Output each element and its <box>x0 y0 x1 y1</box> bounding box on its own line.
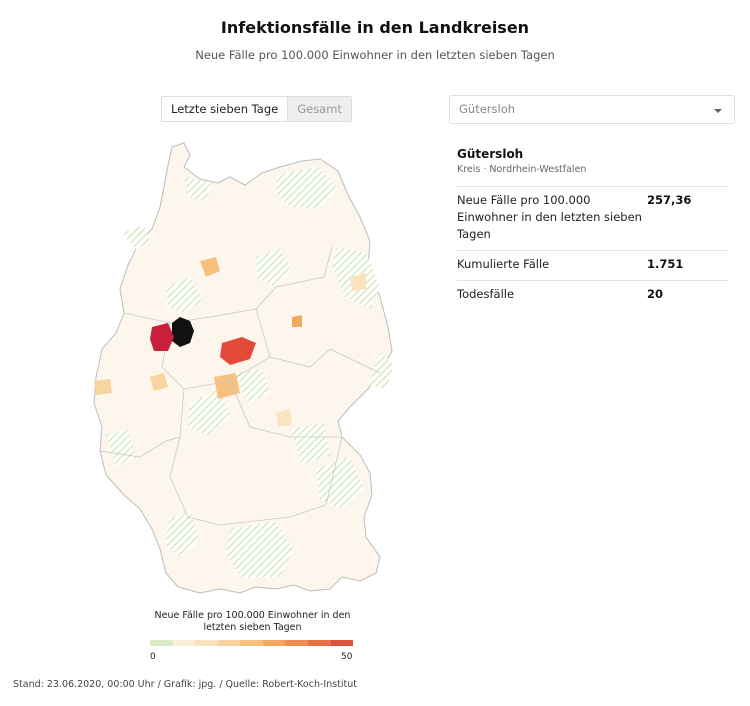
toggle-last-seven-days[interactable]: Letzte sieben Tage <box>162 97 288 121</box>
hatch-region-thuringia <box>234 369 270 403</box>
state-borders <box>99 246 381 526</box>
page-subtitle: Neue Fälle pro 100.000 Einwohner in den … <box>195 48 555 62</box>
legend-max-label: 50 <box>341 652 353 662</box>
district-stats-table: Neue Fälle pro 100.000 Einwohner in den … <box>457 186 729 310</box>
district-orange-1 <box>200 257 220 277</box>
district-orange-7 <box>350 273 366 291</box>
legend-swatch-7 <box>307 640 331 646</box>
district-orange-5 <box>94 379 112 395</box>
hatch-region-hesse <box>188 389 230 435</box>
hatch-region-bw <box>166 511 200 557</box>
stats-label: Kumulierte Fälle <box>457 250 647 281</box>
toggle-total[interactable]: Gesamt <box>287 97 351 121</box>
district-info-panel: Gütersloh Kreis · Nordrhein-Westfalen Ne… <box>457 147 729 310</box>
legend-swatch-6 <box>285 640 308 646</box>
germany-outline <box>93 142 393 594</box>
district-high-warendorf[interactable] <box>150 323 174 351</box>
period-toggle: Letzte sieben Tage Gesamt <box>161 96 352 122</box>
hatch-region-bavaria-north <box>290 423 330 465</box>
district-select[interactable]: Gütersloh <box>449 95 735 124</box>
district-orange-6 <box>276 409 292 427</box>
hatch-region-schleswig <box>184 177 212 201</box>
stats-row-incidence: Neue Fälle pro 100.000 Einwohner in den … <box>457 186 729 251</box>
stats-label: Neue Fälle pro 100.000 Einwohner in den … <box>457 186 647 251</box>
legend-swatch-1 <box>172 640 196 646</box>
hatch-region-palatinate <box>106 429 136 467</box>
legend-swatch-3 <box>217 640 241 646</box>
stats-label: Todesfälle <box>457 280 647 310</box>
district-elevated-goettingen[interactable] <box>220 337 256 365</box>
hatch-region-saxony-east <box>368 353 394 389</box>
legend-min-label: 0 <box>150 652 156 662</box>
page-title: Infektionsfälle in den Landkreisen <box>220 18 530 37</box>
legend-color-bar <box>150 640 354 646</box>
district-name: Gütersloh <box>457 147 524 161</box>
district-orange-3 <box>292 315 302 327</box>
district-orange-2 <box>150 373 168 391</box>
district-type-state: Kreis · Nordrhein-Westfalen <box>457 164 587 175</box>
legend-swatch-5 <box>262 640 286 646</box>
stats-row-cumulative: Kumulierte Fälle 1.751 <box>457 250 729 281</box>
hatch-region-lower-saxony <box>166 277 202 313</box>
hatch-region-altmark <box>256 249 292 287</box>
district-select-value: Gütersloh <box>459 102 516 116</box>
district-selected-guetersloh[interactable] <box>172 317 194 347</box>
germany-district-map[interactable] <box>80 137 425 602</box>
legend-swatch-0 <box>150 640 173 646</box>
hatch-region-mecklenburg <box>276 167 338 209</box>
stats-value: 1.751 <box>647 250 729 281</box>
stats-value: 20 <box>647 280 729 310</box>
legend-title: Neue Fälle pro 100.000 Einwohner in den … <box>154 610 351 633</box>
hatch-region-north-coast <box>122 225 150 249</box>
stats-value: 257,36 <box>647 186 729 251</box>
chevron-down-icon <box>714 109 722 113</box>
hatch-region-bavaria-south <box>226 521 294 577</box>
legend-swatch-2 <box>195 640 218 646</box>
district-orange-4 <box>214 373 240 399</box>
source-footer: Stand: 23.06.2020, 00:00 Uhr / Grafik: j… <box>13 679 358 690</box>
legend-swatch-8 <box>330 640 354 646</box>
stats-row-deaths: Todesfälle 20 <box>457 280 729 310</box>
legend-swatch-4 <box>240 640 263 646</box>
